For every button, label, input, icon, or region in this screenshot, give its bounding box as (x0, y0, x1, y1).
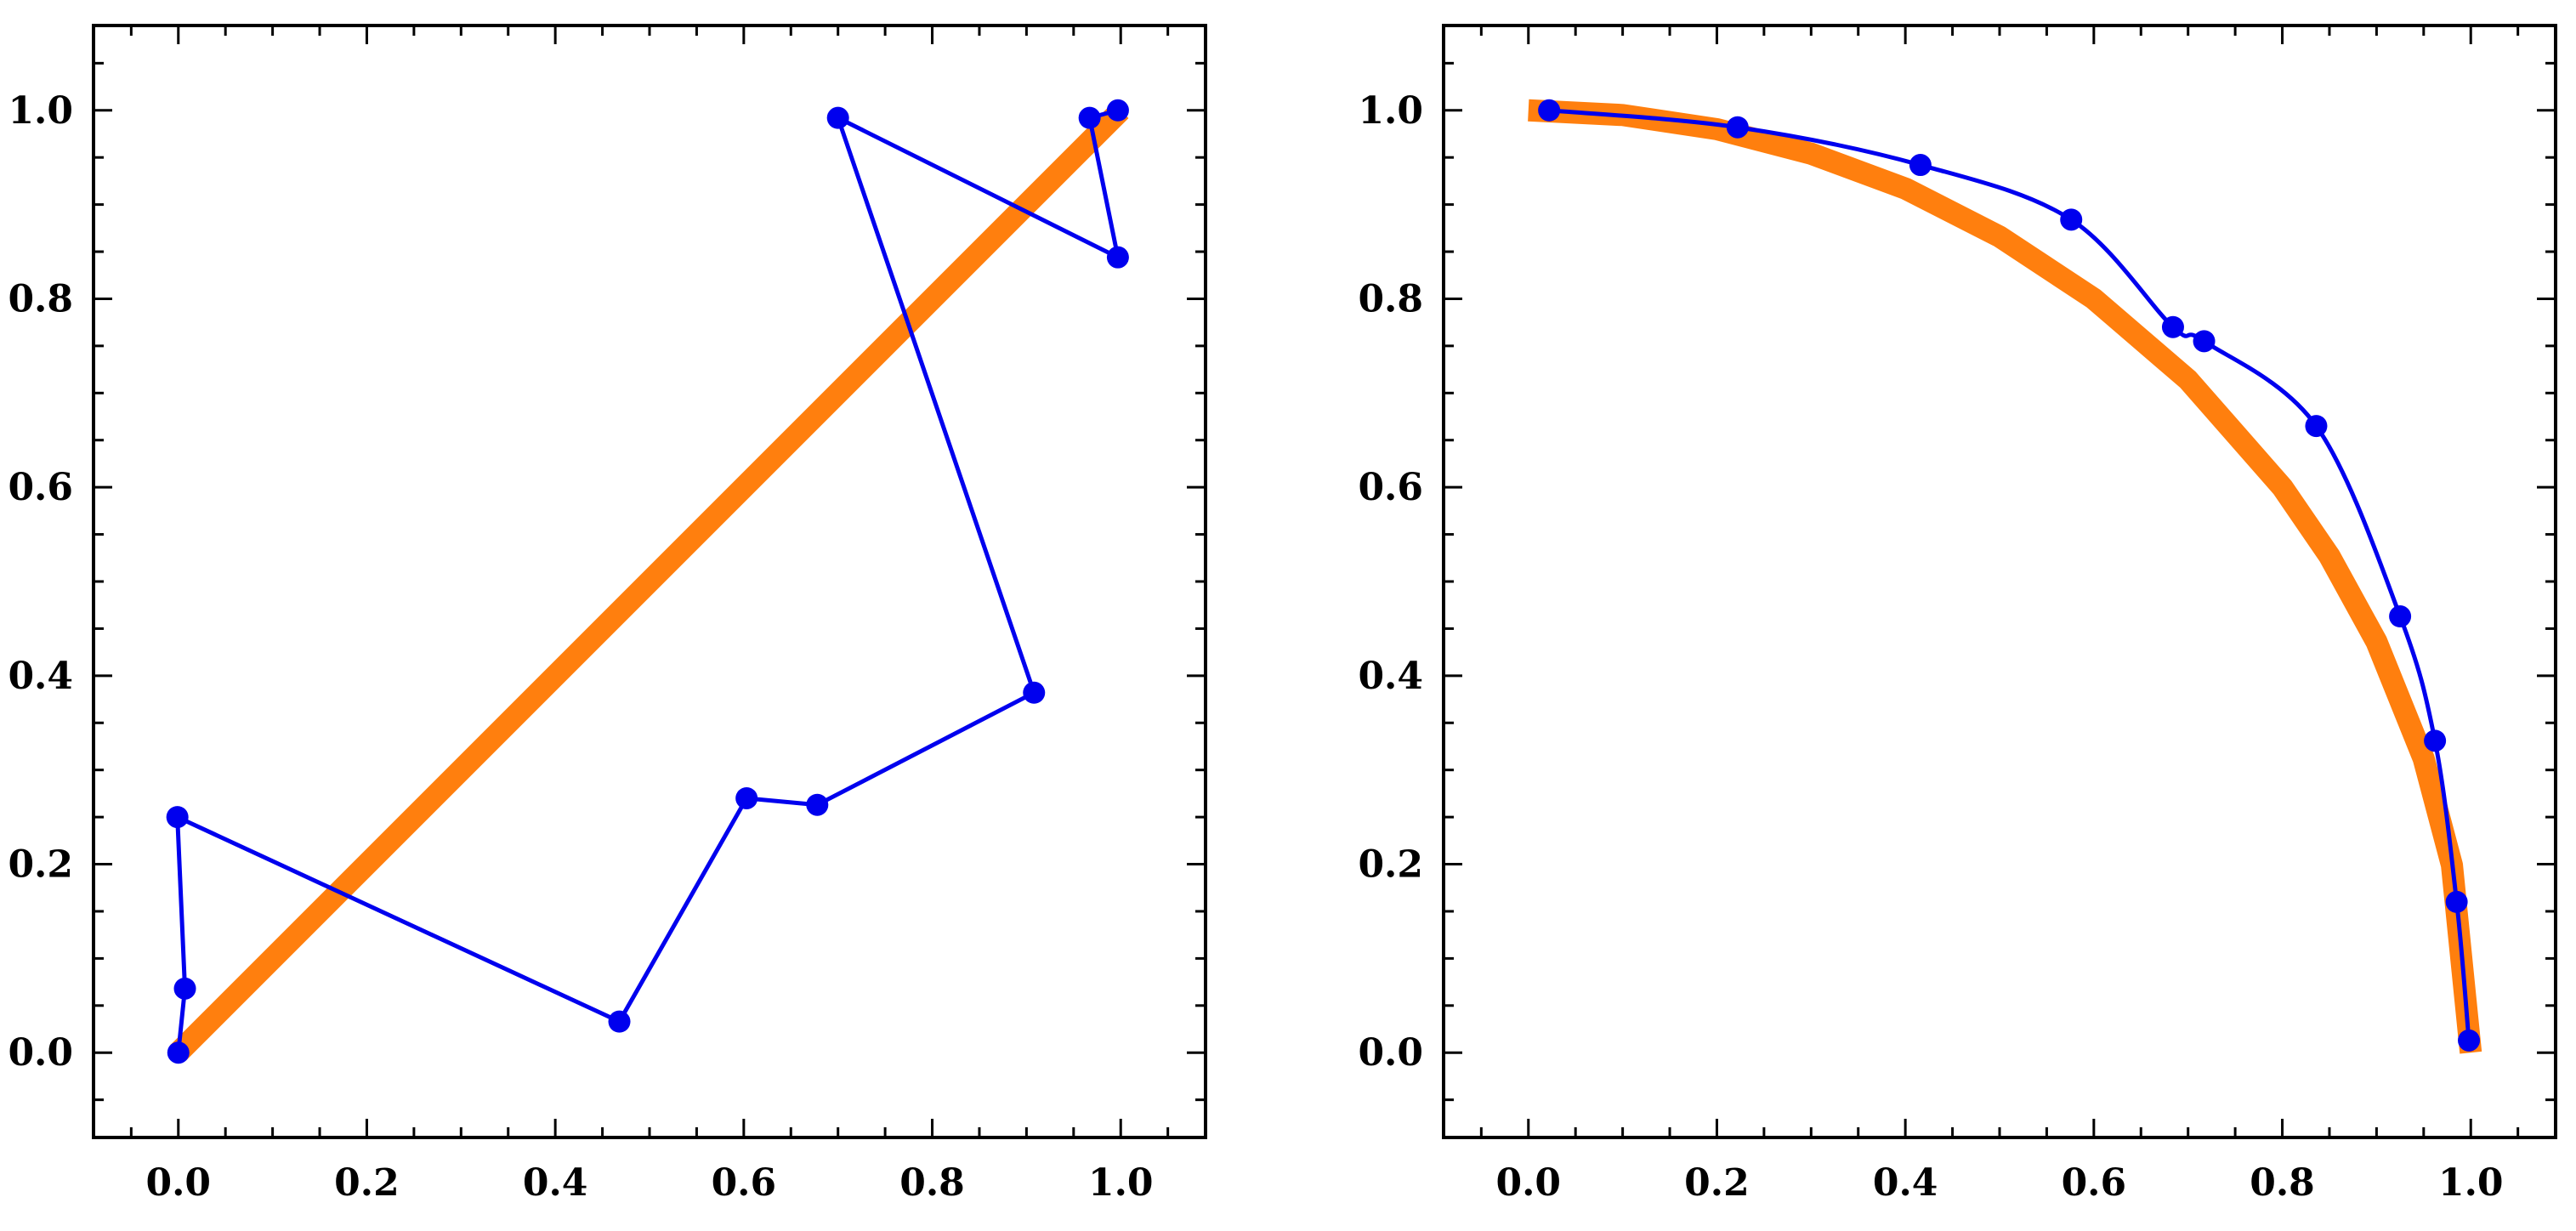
y-tick-label: 1.0 (1358, 89, 1423, 133)
data-point (2424, 729, 2447, 752)
y-tick-label: 0.4 (1358, 655, 1423, 698)
data-point (1726, 116, 1749, 139)
x-tick-label: 0.2 (334, 1161, 400, 1205)
y-tick-label: 0.2 (1358, 843, 1423, 887)
data-point (735, 786, 758, 809)
x-tick-label: 0.8 (2250, 1161, 2315, 1205)
y-tick-label: 0.8 (8, 277, 73, 321)
axis-ticks (94, 26, 1206, 1137)
y-tick-label: 0.2 (8, 843, 73, 887)
data-point (1078, 106, 1101, 129)
data-point (2060, 208, 2083, 231)
data-point (608, 1010, 631, 1033)
x-tick-label: 0.2 (1684, 1161, 1750, 1205)
x-tick-label: 0.6 (2062, 1161, 2127, 1205)
data-point (2458, 1029, 2481, 1052)
y-tick-label: 0.8 (1358, 277, 1423, 321)
y-tick-label: 1.0 (8, 89, 73, 133)
y-tick-label: 0.0 (8, 1031, 73, 1075)
left-plot: 0.0 0.2 0.4 0.6 0.8 1.0 0.0 0.2 0.4 0.6 0.8 1.0 (8, 24, 1207, 1205)
data-point (1538, 99, 1561, 122)
data-point (166, 806, 189, 829)
data-point (1909, 154, 1932, 177)
x-tick-label: 1.0 (2438, 1161, 2504, 1205)
data-point (2389, 605, 2412, 628)
data-point (2305, 415, 2328, 438)
data-point (1106, 99, 1129, 122)
x-tick-label: 1.0 (1088, 1161, 1154, 1205)
x-tick-label: 0.4 (523, 1161, 588, 1205)
data-point (826, 106, 849, 129)
x-tick-label: 0.0 (145, 1161, 211, 1205)
data-point (167, 1041, 190, 1064)
data-point (1023, 681, 1046, 704)
reference-line (170, 102, 1129, 1061)
y-tick-label: 0.4 (8, 655, 73, 698)
data-point (2161, 315, 2184, 338)
y-tick-label: 0.6 (8, 466, 73, 509)
data-point (2193, 330, 2216, 353)
data-point (1106, 246, 1129, 269)
data-point (173, 977, 196, 1000)
right-plot: 0.0 0.2 0.4 0.6 0.8 1.0 0.0 0.2 0.4 0.6 0.8 1.0 (1358, 24, 2557, 1205)
x-tick-label: 0.8 (899, 1161, 965, 1205)
axis-ticks (1444, 26, 2556, 1137)
x-tick-label: 0.6 (712, 1161, 777, 1205)
y-tick-label: 0.6 (1358, 466, 1423, 509)
x-tick-label: 0.0 (1495, 1161, 1561, 1205)
data-point (2445, 890, 2468, 913)
reference-arc (1528, 99, 2482, 1054)
data-point (806, 793, 829, 816)
x-tick-label: 0.4 (1873, 1161, 1938, 1205)
y-tick-label: 0.0 (1358, 1031, 1423, 1075)
